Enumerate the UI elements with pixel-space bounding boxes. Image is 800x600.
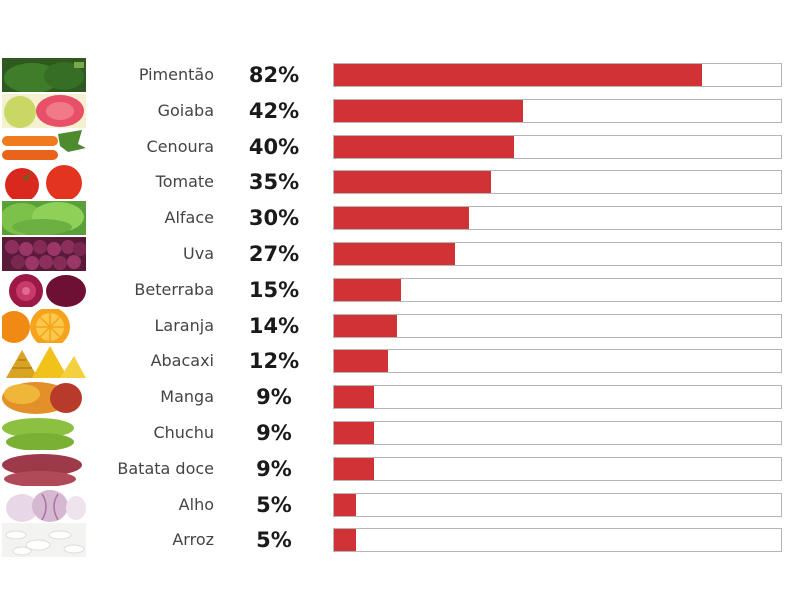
category-label: Alface <box>164 208 214 228</box>
garlic-icon <box>2 487 86 522</box>
value-label: 40% <box>248 134 300 159</box>
bar-track <box>333 385 782 410</box>
category-label: Tomate <box>155 172 214 192</box>
orange-icon <box>2 308 86 343</box>
category-label: Batata doce <box>117 458 214 478</box>
guava-icon <box>2 93 86 128</box>
bell-pepper-icon <box>2 58 86 92</box>
category-label: Goiaba <box>157 100 214 120</box>
value-label: 42% <box>248 98 300 123</box>
carrot-icon <box>2 129 86 164</box>
bar <box>334 135 514 158</box>
tomato-icon <box>2 165 86 200</box>
value-label: 9% <box>256 421 292 445</box>
value-label: 15% <box>248 277 300 302</box>
chayote-icon <box>2 416 86 450</box>
bar-track <box>333 349 782 374</box>
bar-track <box>333 206 782 231</box>
bar-track <box>333 63 782 87</box>
value-label: 82% <box>248 63 300 87</box>
bar <box>334 493 357 516</box>
bar-track <box>333 421 782 445</box>
value-label: 5% <box>256 528 292 553</box>
category-label: Chuchu <box>153 423 214 442</box>
bar-track <box>333 170 782 195</box>
bar-track <box>333 313 782 338</box>
bar <box>334 422 375 444</box>
bar <box>334 350 388 373</box>
value-label: 27% <box>248 242 300 266</box>
bar <box>334 314 397 337</box>
category-label: Alho <box>178 494 214 514</box>
value-label: 30% <box>248 206 300 231</box>
bar-track <box>333 242 782 266</box>
bar <box>334 207 469 230</box>
value-label: 12% <box>248 349 300 374</box>
category-label: Arroz <box>172 530 214 550</box>
value-label: 5% <box>256 492 292 517</box>
bar <box>334 386 375 409</box>
beetroot-icon <box>2 272 86 307</box>
bar <box>334 99 523 122</box>
lettuce-icon <box>2 201 86 236</box>
rice-icon <box>2 523 86 558</box>
bar-track <box>333 277 782 302</box>
bar <box>334 171 492 194</box>
value-label: 35% <box>248 170 300 195</box>
mango-icon <box>2 380 86 415</box>
category-label: Uva <box>183 244 214 263</box>
bar-track <box>333 134 782 159</box>
bar <box>334 243 456 265</box>
category-label: Cenoura <box>146 136 214 156</box>
pineapple-icon <box>2 344 86 379</box>
category-label: Abacaxi <box>150 351 214 371</box>
value-label: 14% <box>248 313 300 338</box>
bar <box>334 529 357 552</box>
bar <box>334 64 703 86</box>
category-label: Pimentão <box>138 65 214 84</box>
bar-track <box>333 492 782 517</box>
value-label: 9% <box>256 385 292 410</box>
bar <box>334 278 402 301</box>
category-label: Laranja <box>154 315 215 335</box>
sweet-potato-icon <box>2 451 86 486</box>
grape-icon <box>2 237 86 271</box>
category-label: Manga <box>160 387 214 407</box>
bar-track <box>333 528 782 553</box>
bar-track <box>333 456 782 481</box>
bar <box>334 457 375 480</box>
bar-track <box>333 98 782 123</box>
category-label: Beterraba <box>134 279 214 299</box>
value-label: 9% <box>256 456 292 481</box>
